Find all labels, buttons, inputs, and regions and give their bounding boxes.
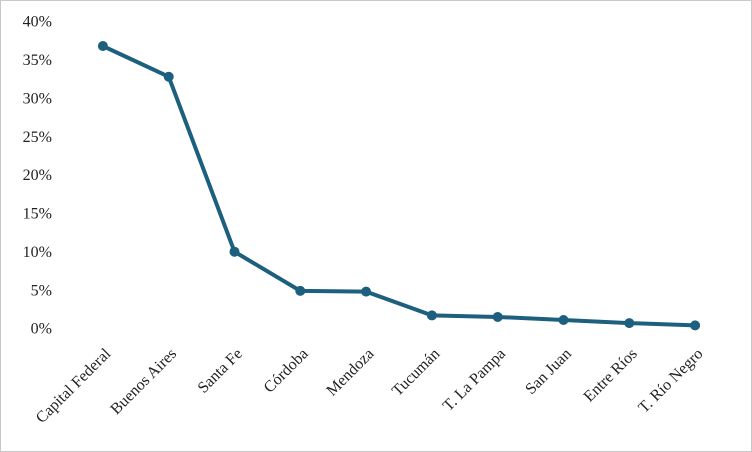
y-tick-label: 10% <box>23 244 52 261</box>
data-point <box>97 41 108 52</box>
data-point <box>624 318 635 329</box>
y-tick-label: 25% <box>23 129 52 146</box>
data-point <box>295 285 306 296</box>
data-point <box>492 311 503 322</box>
y-tick-label: 20% <box>23 167 52 184</box>
y-tick-label: 5% <box>31 282 52 299</box>
data-line <box>102 44 696 328</box>
data-point <box>558 315 569 326</box>
y-tick-label: 35% <box>23 52 52 69</box>
data-point <box>163 71 174 82</box>
y-tick-label: 40% <box>23 14 52 31</box>
y-tick-label: 30% <box>23 90 52 107</box>
data-point <box>690 320 701 331</box>
y-tick-label: 15% <box>23 206 52 223</box>
data-point <box>361 286 372 297</box>
data-point <box>426 310 437 321</box>
data-point <box>229 246 240 257</box>
y-tick-label: 0% <box>31 321 52 338</box>
